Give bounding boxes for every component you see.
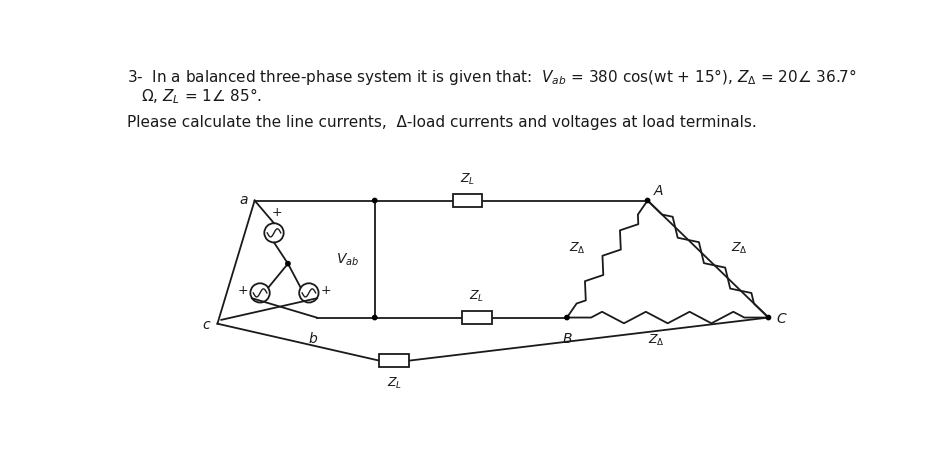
Text: c: c [202,317,209,331]
Text: $Z_L$: $Z_L$ [387,375,402,390]
Text: b: b [308,331,317,345]
Bar [453,195,483,207]
Circle shape [372,316,377,320]
Circle shape [766,316,770,320]
Text: $Z_L$: $Z_L$ [460,172,475,187]
Bar [463,311,492,325]
Text: a: a [240,192,248,207]
Text: +: + [321,283,331,296]
Text: $Z_L$: $Z_L$ [469,289,485,304]
Circle shape [565,316,569,320]
Text: $Z_\Delta$: $Z_\Delta$ [731,241,748,256]
Text: 3-  In a balanced three-phase system it is given that:  $V_{ab}$ = 380 cos(wt + : 3- In a balanced three-phase system it i… [127,67,857,87]
Text: A: A [654,184,664,198]
Circle shape [286,262,290,266]
Bar [380,354,408,367]
Text: B: B [563,331,572,345]
Text: C: C [776,311,786,325]
Text: $Z_\Delta$: $Z_\Delta$ [568,241,585,256]
Circle shape [645,199,649,203]
Text: Please calculate the line currents,  Δ-load currents and voltages at load termin: Please calculate the line currents, Δ-lo… [127,115,757,130]
Circle shape [372,199,377,203]
Text: $Z_\Delta$: $Z_\Delta$ [647,332,664,347]
Text: +: + [271,205,283,218]
Text: +: + [237,283,248,296]
Text: $V_{ab}$: $V_{ab}$ [336,251,359,268]
Text: Ω, $Z_L$ = 1∠ 85°.: Ω, $Z_L$ = 1∠ 85°. [141,86,262,106]
